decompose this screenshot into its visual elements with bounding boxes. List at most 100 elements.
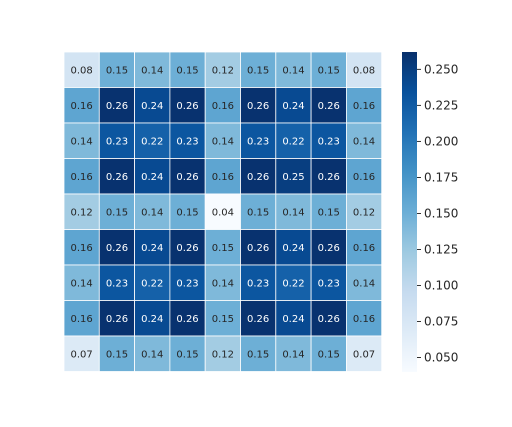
cell-value-label: 0.14 bbox=[71, 278, 93, 289]
colorbar-gradient bbox=[402, 52, 417, 372]
cell-value-label: 0.22 bbox=[282, 278, 304, 289]
heatmap-cell bbox=[310, 87, 347, 124]
colorbar-tick-label: 0.050 bbox=[424, 351, 458, 365]
heatmap-cell bbox=[134, 193, 171, 230]
cell-value-label: 0.15 bbox=[106, 207, 128, 218]
cell-value-label: 0.23 bbox=[318, 136, 340, 147]
heatmap-cell bbox=[63, 193, 100, 230]
heatmap-cell bbox=[63, 51, 100, 88]
heatmap-cell bbox=[169, 158, 206, 195]
heatmap-cell bbox=[134, 229, 171, 266]
cell-value-label: 0.15 bbox=[247, 65, 269, 76]
heatmap-cell bbox=[310, 51, 347, 88]
cell-value-label: 0.24 bbox=[141, 243, 163, 254]
cell-value-label: 0.22 bbox=[282, 136, 304, 147]
cell-value-label: 0.23 bbox=[106, 136, 128, 147]
cell-value-label: 0.23 bbox=[247, 136, 269, 147]
cell-value-label: 0.23 bbox=[247, 278, 269, 289]
heatmap-cell bbox=[345, 300, 383, 337]
cell-value-label: 0.26 bbox=[247, 101, 269, 112]
heatmap-cell bbox=[204, 264, 241, 301]
cell-value-label: 0.16 bbox=[212, 172, 234, 183]
heatmap-cell bbox=[98, 264, 136, 301]
heatmap-cell bbox=[275, 193, 312, 230]
cell-value-label: 0.26 bbox=[318, 172, 340, 183]
heatmap-cell bbox=[63, 87, 100, 124]
heatmap-cell bbox=[275, 264, 312, 301]
cell-value-label: 0.26 bbox=[176, 172, 198, 183]
cell-value-label: 0.16 bbox=[71, 243, 93, 254]
heatmap-cell bbox=[63, 122, 100, 159]
heatmap-cell bbox=[169, 193, 206, 230]
heatmap-cell bbox=[98, 158, 136, 195]
heatmap-cell bbox=[134, 87, 171, 124]
cell-value-label: 0.23 bbox=[176, 136, 198, 147]
heatmap-cell bbox=[345, 335, 383, 372]
cell-value-label: 0.16 bbox=[71, 101, 93, 112]
cell-value-label: 0.23 bbox=[176, 278, 198, 289]
cell-value-label: 0.16 bbox=[353, 243, 375, 254]
cell-value-label: 0.26 bbox=[247, 243, 269, 254]
colorbar-tick-label: 0.200 bbox=[424, 134, 458, 148]
cell-value-label: 0.15 bbox=[176, 207, 198, 218]
cell-value-label: 0.14 bbox=[282, 65, 304, 76]
heatmap-cell bbox=[134, 300, 171, 337]
heatmap-cell bbox=[169, 229, 206, 266]
cell-value-label: 0.23 bbox=[106, 278, 128, 289]
cell-value-label: 0.14 bbox=[353, 278, 375, 289]
cell-value-label: 0.15 bbox=[318, 349, 340, 360]
cell-value-label: 0.15 bbox=[247, 349, 269, 360]
cell-value-label: 0.08 bbox=[71, 65, 93, 76]
cell-value-label: 0.15 bbox=[176, 349, 198, 360]
cell-value-label: 0.16 bbox=[353, 101, 375, 112]
cell-value-label: 0.22 bbox=[141, 278, 163, 289]
heatmap-cell bbox=[204, 122, 241, 159]
cell-value-label: 0.12 bbox=[71, 207, 93, 218]
cell-value-label: 0.14 bbox=[71, 136, 93, 147]
heatmap-cell bbox=[240, 51, 277, 88]
heatmap-cell bbox=[240, 193, 277, 230]
colorbar-tick-label: 0.125 bbox=[424, 242, 458, 256]
cell-value-label: 0.14 bbox=[212, 136, 234, 147]
heatmap-cell bbox=[98, 229, 136, 266]
heatmap-cell bbox=[345, 87, 383, 124]
heatmap-cell bbox=[204, 335, 241, 372]
heatmap-cell bbox=[275, 335, 312, 372]
cell-value-label: 0.15 bbox=[106, 65, 128, 76]
cell-value-label: 0.08 bbox=[353, 65, 375, 76]
heatmap-cell bbox=[63, 229, 100, 266]
cell-value-label: 0.22 bbox=[141, 136, 163, 147]
colorbar-tick-label: 0.225 bbox=[424, 98, 458, 112]
heatmap-cell bbox=[345, 122, 383, 159]
cell-value-label: 0.15 bbox=[318, 207, 340, 218]
heatmap-cell bbox=[63, 300, 100, 337]
cell-value-label: 0.26 bbox=[106, 101, 128, 112]
heatmap-cell bbox=[345, 158, 383, 195]
cell-value-label: 0.26 bbox=[106, 314, 128, 325]
cell-value-label: 0.07 bbox=[353, 349, 375, 360]
cell-value-label: 0.16 bbox=[353, 172, 375, 183]
colorbar-tick-label: 0.075 bbox=[424, 315, 458, 329]
cell-value-label: 0.14 bbox=[212, 278, 234, 289]
heatmap-cell bbox=[98, 335, 136, 372]
heatmap-cell bbox=[240, 300, 277, 337]
heatmap-cell bbox=[240, 229, 277, 266]
heatmap-cell bbox=[63, 264, 100, 301]
heatmap-grid: 0.08 0.15 0.14 0.15 0.12 0.15 0.14 0.15 0.08 0.16… bbox=[63, 51, 383, 372]
cell-value-label: 0.26 bbox=[176, 243, 198, 254]
cell-value-label: 0.14 bbox=[282, 349, 304, 360]
cell-value-label: 0.04 bbox=[212, 207, 234, 218]
cell-value-label: 0.12 bbox=[353, 207, 375, 218]
cell-value-label: 0.24 bbox=[282, 101, 304, 112]
cell-value-label: 0.14 bbox=[141, 349, 163, 360]
cell-value-label: 0.15 bbox=[212, 243, 234, 254]
heatmap-cell bbox=[204, 300, 241, 337]
cell-value-label: 0.26 bbox=[318, 314, 340, 325]
cell-value-label: 0.16 bbox=[212, 101, 234, 112]
cell-value-label: 0.15 bbox=[212, 314, 234, 325]
cell-value-label: 0.15 bbox=[106, 349, 128, 360]
heatmap-cell bbox=[204, 229, 241, 266]
cell-value-label: 0.15 bbox=[176, 65, 198, 76]
cell-value-label: 0.25 bbox=[282, 172, 304, 183]
